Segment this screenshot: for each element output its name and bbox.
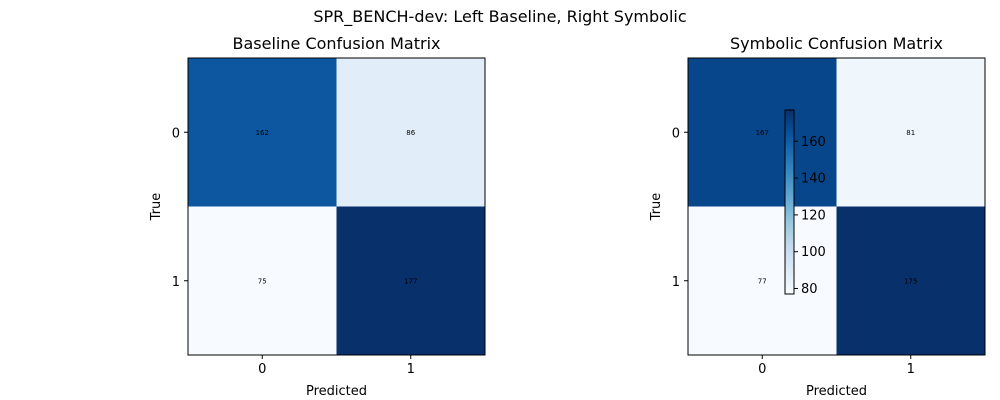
heatmap-frame [687,57,986,356]
x-tick-label: 1 [907,362,915,377]
heatmap-cell [836,58,985,207]
heatmap-cell [336,58,485,207]
heatmap-cell [336,206,485,355]
heatmap-frame [187,57,486,356]
figure-suptitle: SPR_BENCH-dev: Left Baseline, Right Symb… [313,7,686,27]
x-tick-label: 1 [407,362,415,377]
heatmap-cell [688,206,837,355]
y-tick-label: 1 [672,275,680,290]
cell-value-label: 75 [258,277,267,285]
cell-value-label: 81 [906,129,915,137]
heatmap-panel-1: 162 86 75 177 0 1 0 1 Baseline Confusion Matrix P… [149,34,486,399]
y-tick-label: 0 [672,126,680,141]
cell-value-label: 167 [756,129,769,137]
cell-value-label: 175 [904,277,917,285]
x-tick-label: 0 [758,362,766,377]
cell-value-label: 86 [406,129,415,137]
colorbar-tick-label: 80 [801,282,818,297]
y-axis-label: True [649,193,664,222]
colorbar-tick-label: 140 [801,172,826,187]
cell-value-label: 162 [256,129,269,137]
panel-title: Symbolic Confusion Matrix [730,34,943,53]
y-tick-label: 0 [172,126,180,141]
x-axis-label: Predicted [806,384,867,399]
y-axis-label: True [149,193,164,222]
heatmap-cell [836,206,985,355]
colorbar-tick-label: 100 [801,245,826,260]
heatmap-cell [188,58,337,207]
colorbar: 80 100 120 140 160 [784,109,826,297]
x-tick-label: 0 [258,362,266,377]
cell-value-label: 177 [404,277,417,285]
heatmap-cell [188,206,337,355]
y-tick-label: 1 [172,275,180,290]
heatmap-cell [688,58,837,207]
x-axis-label: Predicted [306,384,367,399]
cell-value-label: 77 [758,277,767,285]
colorbar-gradient [784,109,795,295]
heatmap-panel-2: 167 81 77 175 0 1 0 1 Symbolic Confusion Matrix P… [649,34,986,399]
colorbar-tick-label: 120 [801,208,826,223]
colorbar-tick-label: 160 [801,135,826,150]
panel-title: Baseline Confusion Matrix [233,34,441,53]
